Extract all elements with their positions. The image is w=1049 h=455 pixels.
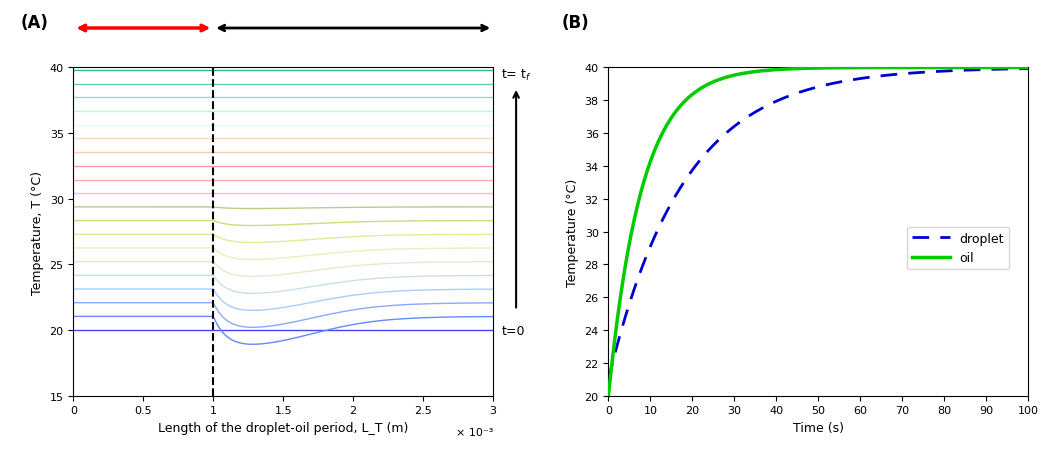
droplet xyxy=(772,98,785,104)
droplet xyxy=(937,69,949,75)
oil xyxy=(929,66,942,71)
oil xyxy=(645,157,658,162)
Legend: droplet, oil: droplet, oil xyxy=(907,228,1009,269)
Y-axis label: Temperature (°C): Temperature (°C) xyxy=(565,178,579,286)
droplet xyxy=(787,92,799,98)
Line: oil: oil xyxy=(608,68,1028,396)
oil xyxy=(891,66,903,71)
Line: droplet: droplet xyxy=(608,70,1028,379)
Text: t=0: t=0 xyxy=(501,324,524,337)
oil xyxy=(772,68,785,73)
Text: × 10⁻³: × 10⁻³ xyxy=(455,427,493,437)
droplet xyxy=(602,377,615,382)
oil xyxy=(787,67,799,72)
oil xyxy=(602,393,615,399)
droplet xyxy=(891,72,903,78)
Text: t= t$_f$: t= t$_f$ xyxy=(501,67,532,82)
Text: (A): (A) xyxy=(21,14,49,31)
oil xyxy=(937,66,949,71)
droplet xyxy=(1022,67,1034,72)
droplet xyxy=(929,70,942,75)
X-axis label: Length of the droplet-oil period, L_T (m): Length of the droplet-oil period, L_T (m… xyxy=(158,421,408,434)
Y-axis label: Temperature, T (°C): Temperature, T (°C) xyxy=(31,170,44,294)
X-axis label: Time (s): Time (s) xyxy=(793,421,843,434)
Text: (B): (B) xyxy=(561,14,588,31)
droplet xyxy=(645,242,658,248)
oil xyxy=(1022,66,1034,71)
